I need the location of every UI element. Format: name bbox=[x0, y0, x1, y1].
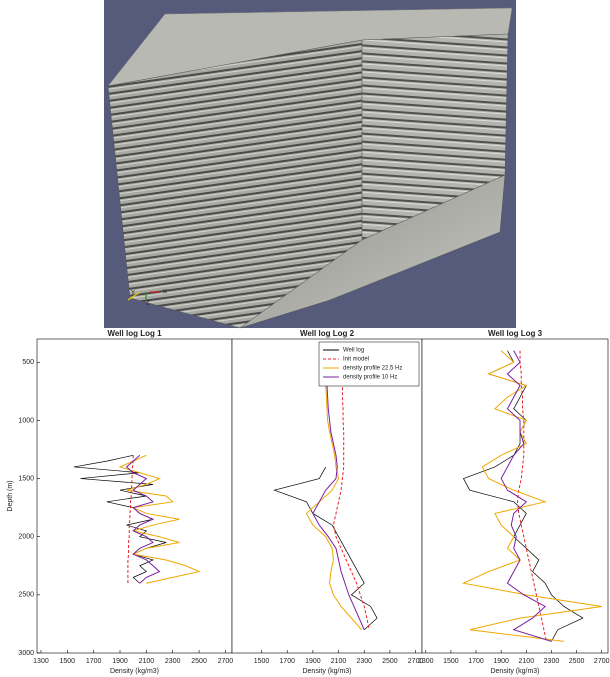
x-tick-label: 2100 bbox=[331, 658, 347, 665]
x-tick-label: 2300 bbox=[356, 658, 372, 665]
figure: Y Z X Well log Log 1 Density (kg/m3) Depth… bbox=[0, 0, 610, 677]
legend-label: Well log bbox=[343, 348, 364, 354]
legend-label: density profile 22.5 Hz bbox=[343, 366, 402, 372]
y-tick-label: 3000 bbox=[18, 650, 34, 657]
y-tick-label: 2000 bbox=[18, 534, 34, 541]
legend-label: Init model bbox=[343, 357, 369, 363]
y-tick-label: 2500 bbox=[18, 592, 34, 599]
chart-title: Well log Log 2 bbox=[300, 329, 355, 338]
chart-title: Well log Log 3 bbox=[488, 329, 543, 338]
x-tick-label: 1300 bbox=[418, 658, 434, 665]
x-axis-label: Density (kg/m3) bbox=[302, 668, 351, 675]
x-tick-label: 1300 bbox=[33, 658, 49, 665]
x-tick-label: 2700 bbox=[594, 658, 610, 665]
x-tick-label: 2100 bbox=[139, 658, 155, 665]
x-tick-label: 1900 bbox=[305, 658, 321, 665]
plot-frame bbox=[422, 339, 608, 653]
x-tick-label: 2500 bbox=[382, 658, 398, 665]
x-tick-label: 1500 bbox=[60, 658, 76, 665]
x-tick-label: 1900 bbox=[112, 658, 128, 665]
x-tick-label: 2100 bbox=[519, 658, 535, 665]
x-tick-label: 1500 bbox=[254, 658, 270, 665]
x-axis-label: Density (kg/m3) bbox=[110, 668, 159, 675]
x-tick-label: 2500 bbox=[569, 658, 585, 665]
x-tick-label: 2300 bbox=[544, 658, 560, 665]
x-axis-label: Density (kg/m3) bbox=[490, 668, 539, 675]
triad-label: Y bbox=[131, 291, 135, 297]
triad-label: X bbox=[163, 290, 167, 296]
x-tick-label: 2300 bbox=[165, 658, 181, 665]
x-tick-label: 1700 bbox=[279, 658, 295, 665]
x-tick-label: 1500 bbox=[443, 658, 459, 665]
x-tick-label: 2500 bbox=[191, 658, 207, 665]
y-tick-label: 1500 bbox=[18, 475, 34, 482]
x-tick-label: 1700 bbox=[468, 658, 484, 665]
x-tick-label: 1900 bbox=[493, 658, 509, 665]
x-tick-label: 2700 bbox=[218, 658, 234, 665]
y-axis-label: Depth (m) bbox=[7, 480, 14, 511]
triad-label: Z bbox=[146, 301, 150, 307]
seismic-cube: Y Z X bbox=[104, 0, 516, 328]
plot-frame bbox=[37, 339, 232, 653]
chart-title: Well log Log 1 bbox=[107, 329, 162, 338]
x-tick-label: 1700 bbox=[86, 658, 102, 665]
y-tick-label: 500 bbox=[22, 359, 34, 366]
legend-label: density profile 10 Hz bbox=[343, 375, 397, 381]
y-tick-label: 1000 bbox=[18, 417, 34, 424]
